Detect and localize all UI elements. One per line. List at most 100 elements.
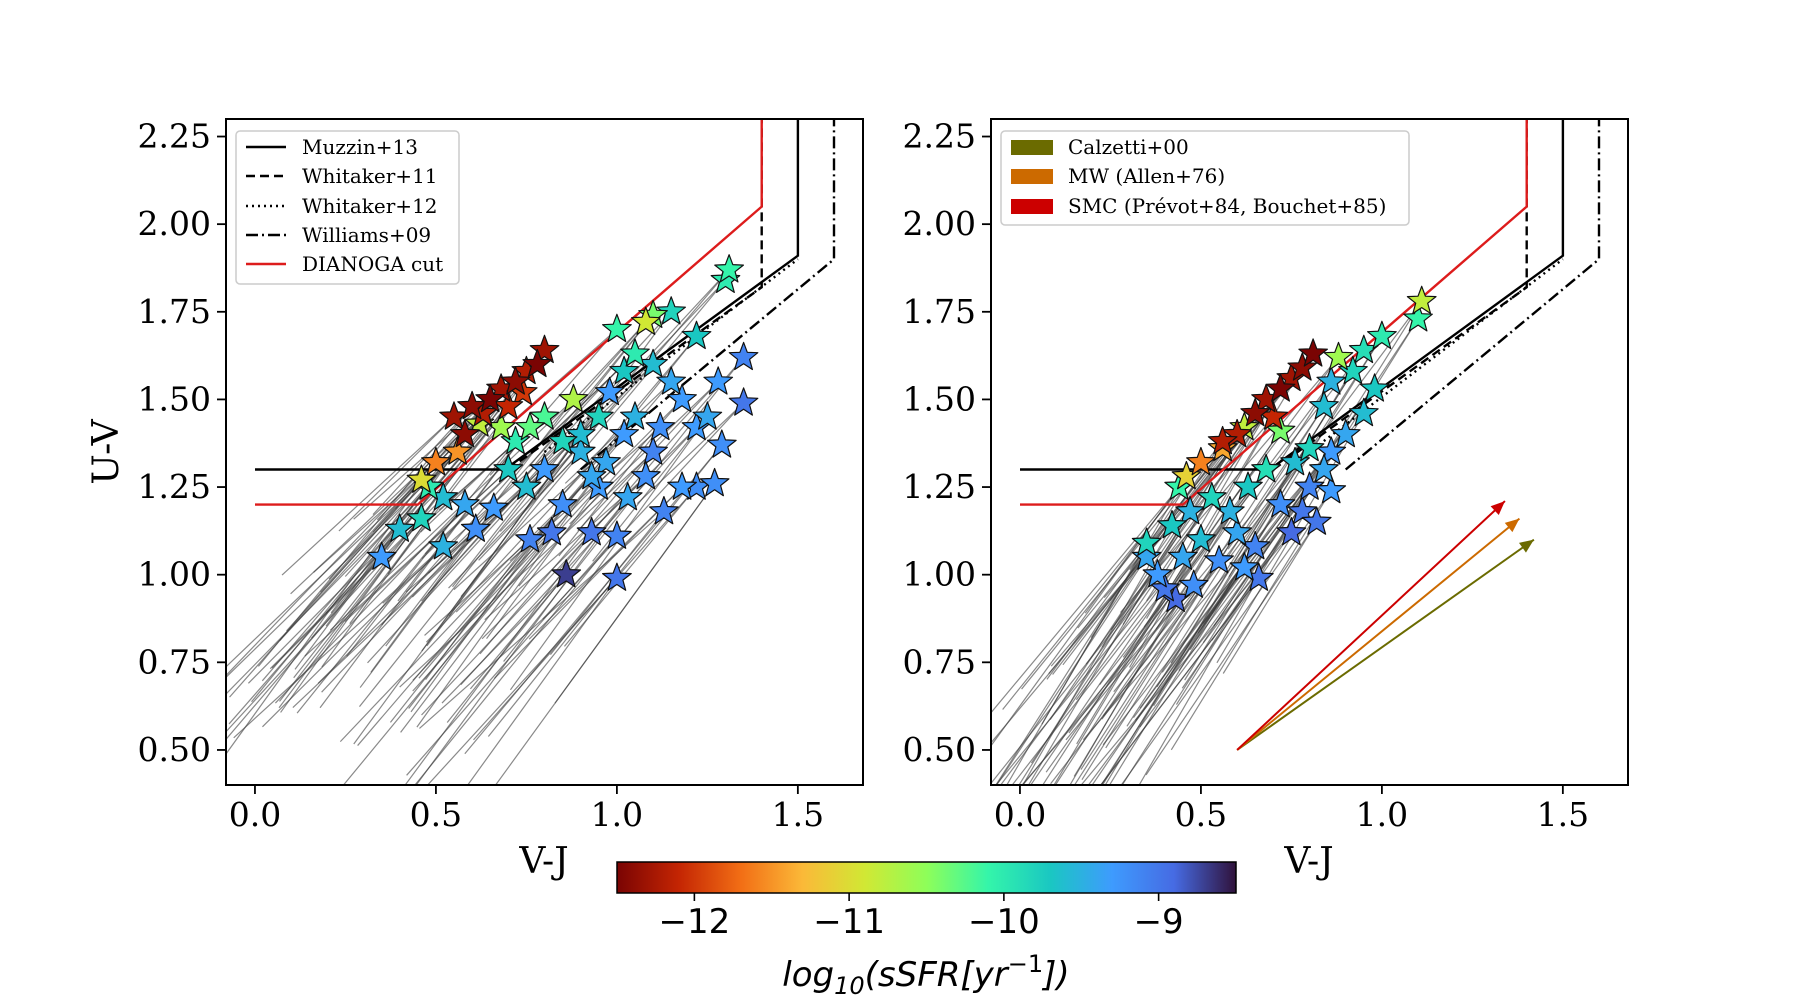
track-line <box>991 486 1180 714</box>
track-line <box>317 507 495 684</box>
track-line <box>1030 588 1166 785</box>
y-tick-label: 0.75 <box>903 642 976 681</box>
y-tick-label: 2.25 <box>903 117 976 156</box>
star-marker <box>1403 303 1433 332</box>
star-marker <box>1186 446 1216 476</box>
star-marker <box>1204 545 1234 574</box>
y-tick-label: 2.25 <box>138 117 211 156</box>
track-line <box>563 486 697 647</box>
right-panel: 0.0 0.5 1.0 1.5 0.50 0.75 1.00 1.25 1.50 1.75 2.00… <box>903 117 1629 882</box>
track-line <box>412 532 553 681</box>
track-line <box>1126 462 1296 727</box>
y-tick-label: 1.50 <box>903 379 976 418</box>
star-marker <box>1233 471 1263 500</box>
left-legend-box <box>235 130 460 285</box>
left-xlabel: V-J <box>518 841 568 882</box>
x-tick-label: 0.0 <box>229 795 281 834</box>
track-line <box>464 444 723 755</box>
star-marker <box>547 425 578 455</box>
star-marker <box>638 436 668 465</box>
track-line <box>426 416 600 647</box>
star-marker <box>1316 366 1347 395</box>
track-line <box>296 441 517 714</box>
star-marker <box>591 446 621 476</box>
right-legend-box <box>1000 130 1410 226</box>
y-tick-label: 1.75 <box>138 292 211 331</box>
legend-label-mw: MW (Allen+76) <box>1068 164 1225 188</box>
star-marker <box>551 559 582 588</box>
star-marker <box>602 313 632 343</box>
star-marker <box>1196 482 1227 511</box>
star-marker <box>500 366 531 395</box>
reddening-vector-mw <box>1236 517 1521 751</box>
track-line <box>569 381 719 525</box>
x-tick-label: 1.0 <box>1356 795 1408 834</box>
star-marker <box>1309 453 1339 483</box>
legend-swatch-mw <box>1011 169 1053 184</box>
y-tick-label: 1.50 <box>138 379 211 418</box>
legend-label-muzzin: Muzzin+13 <box>302 135 418 159</box>
right-axes-frame <box>990 118 1629 786</box>
star-marker <box>547 489 578 518</box>
star-marker <box>515 524 545 553</box>
selection-line-whitaker12 <box>1308 258 1564 453</box>
selection-line-williams <box>1344 119 1601 471</box>
legend-label-smc: SMC (Prévot+84, Bouchet+85) <box>1068 194 1386 218</box>
legend-label-whitaker11: Whitaker+11 <box>302 164 438 188</box>
star-marker <box>1222 517 1252 546</box>
colorbar-gradient <box>616 861 1237 894</box>
track-line <box>554 483 716 704</box>
track-line <box>581 335 697 480</box>
track-line <box>995 556 1184 785</box>
track-line <box>519 314 654 484</box>
y-tick-label: 1.25 <box>138 467 211 506</box>
star-marker <box>1406 285 1437 314</box>
star-marker <box>529 453 560 483</box>
legend-label-calzetti: Calzetti+00 <box>1068 135 1189 159</box>
star-marker <box>1186 524 1216 553</box>
track-line <box>542 402 745 620</box>
legend-label-whitaker12: Whitaker+12 <box>302 194 438 218</box>
colorbar-label-prefix: log <box>782 955 834 995</box>
reddening-arrowhead-calzetti <box>1519 539 1534 553</box>
track-line <box>486 486 600 640</box>
track-line <box>353 434 582 745</box>
reddening-arrowhead-smc <box>1490 501 1505 515</box>
star-marker <box>1276 517 1307 546</box>
star-marker <box>631 306 661 335</box>
track-line <box>338 416 455 532</box>
legend-label-williams: Williams+09 <box>302 223 431 247</box>
x-tick-label: 1.5 <box>772 795 824 834</box>
track-line <box>1085 378 1292 665</box>
star-marker <box>1240 397 1271 427</box>
star-marker <box>609 355 639 385</box>
legend-label-dianoga: DIANOGA cut <box>302 252 443 276</box>
track-line <box>1189 336 1383 651</box>
track-line <box>428 416 600 574</box>
star-marker <box>609 418 639 448</box>
star-marker <box>366 541 397 570</box>
star-marker <box>1323 341 1354 371</box>
track-line <box>416 462 607 728</box>
y-tick-label: 2.00 <box>903 204 976 243</box>
star-marker <box>536 517 567 546</box>
track-line <box>473 486 697 741</box>
track-line <box>311 363 538 639</box>
star-marker <box>1330 418 1361 448</box>
star-marker <box>699 467 730 497</box>
star-marker <box>645 411 676 441</box>
star-marker <box>1294 432 1325 462</box>
star-marker <box>1367 320 1397 350</box>
track-line <box>999 574 1158 785</box>
selection-line-williams <box>579 119 836 471</box>
colorbar-tick-label: −12 <box>658 902 730 942</box>
track-line <box>460 427 697 686</box>
track-line <box>1073 532 1238 785</box>
star-marker <box>681 320 712 350</box>
reddening-vector-calzetti <box>1236 538 1535 751</box>
colorbar-label: log10(sSFR[yr−1]) <box>782 950 1069 1000</box>
reddening-arrowhead-mw <box>1504 518 1520 533</box>
track-line <box>226 399 491 675</box>
selection-line-muzzin <box>1020 119 1565 471</box>
